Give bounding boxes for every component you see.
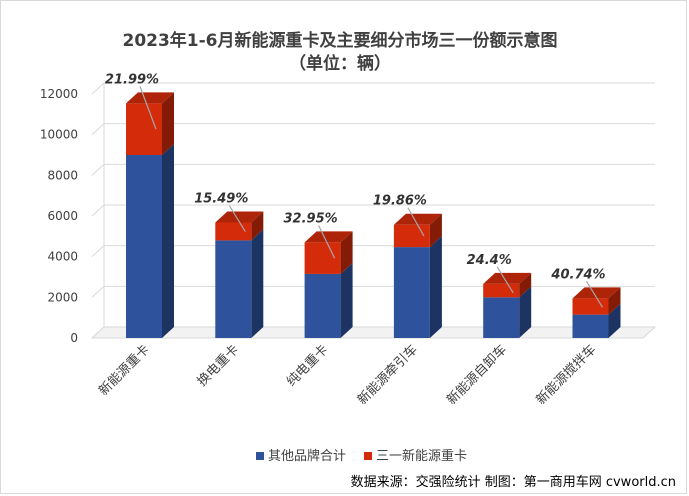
- share-label: 15.49%: [194, 192, 248, 207]
- y-tick-label: 8000: [47, 168, 78, 182]
- chart-title: 2023年1-6月新能源重卡及主要细分市场三一份额示意图: [122, 30, 557, 51]
- bar-sany: [304, 231, 353, 274]
- bar-front: [304, 242, 341, 274]
- bar-side: [251, 211, 264, 241]
- gridline-side: [91, 123, 105, 136]
- bar-top: [483, 272, 532, 284]
- bar-top: [215, 211, 264, 223]
- bar-side: [340, 262, 353, 338]
- bar-other-brands: [393, 236, 442, 338]
- bar-front: [393, 224, 430, 248]
- bar-side: [519, 286, 532, 338]
- gridline-side: [91, 285, 105, 298]
- bar-top: [393, 213, 442, 225]
- chart-subtitle: （单位：辆）: [289, 53, 391, 74]
- bar-top: [572, 287, 621, 299]
- category-label: 新能源自卸车: [444, 342, 510, 408]
- bar-top: [304, 231, 353, 243]
- floor-plane: [90, 326, 657, 339]
- legend-label-other-brands: 其他品牌合计: [268, 448, 346, 464]
- share-label: 32.95%: [284, 211, 338, 226]
- bar-side: [162, 144, 174, 338]
- bar-front: [126, 103, 162, 155]
- source-note: 数据来源：交强险统计 制图：第一商用车网 cvworld.cn: [351, 474, 676, 490]
- bar-top: [126, 92, 174, 104]
- gridline-side: [91, 245, 105, 258]
- legend-label-sany: 三一新能源重卡: [376, 448, 467, 464]
- share-label: 24.4%: [467, 253, 512, 268]
- bar-side: [340, 231, 353, 274]
- bar-front: [215, 240, 252, 338]
- bars: 21.99% 15.49% 32.95% 19.86% 24.4% 40.74%: [105, 72, 621, 338]
- y-tick-label: 4000: [47, 250, 78, 264]
- bar-side: [251, 229, 264, 338]
- category-label: 新能源搅拌车: [533, 342, 599, 408]
- gridline-side: [91, 163, 105, 176]
- bar-side: [519, 272, 532, 298]
- bar-other-brands: [483, 286, 532, 338]
- x-axis: 新能源重卡 换电重卡 纯电重卡 新能源牵引车 新能源自卸车 新能源搅拌车: [96, 342, 600, 408]
- bar-side: [162, 92, 174, 155]
- grid-lines: [91, 82, 655, 339]
- category-label: 纯电重卡: [283, 342, 331, 390]
- bar-front: [215, 222, 252, 241]
- bar-front: [483, 297, 520, 338]
- y-tick-label: 6000: [47, 209, 78, 223]
- y-tick-label: 0: [70, 331, 78, 345]
- chart-floor: [90, 326, 657, 339]
- share-label: 19.86%: [373, 194, 427, 209]
- bar-other-brands: [572, 303, 621, 338]
- bar-other-brands: [126, 144, 174, 338]
- bar-other-brands: [304, 262, 353, 338]
- bar-front: [393, 247, 430, 338]
- share-leader-line: [407, 207, 425, 237]
- share-leader-line: [585, 281, 604, 308]
- bar-front: [483, 283, 520, 298]
- category-label: 新能源重卡: [96, 342, 153, 399]
- y-tick-label: 10000: [40, 128, 78, 142]
- bar-other-brands: [215, 229, 264, 338]
- y-tick-label: 12000: [40, 87, 78, 101]
- gridline-side: [91, 82, 105, 95]
- bar-front: [126, 155, 162, 338]
- legend: 其他品牌合计 三一新能源重卡: [256, 448, 467, 464]
- gridline-side: [91, 204, 105, 217]
- y-axis: 0 2000 4000 6000 8000 10000 12000: [40, 87, 78, 345]
- bar-side: [608, 287, 621, 315]
- bar-front: [304, 273, 341, 338]
- share-leader-line: [139, 86, 157, 130]
- legend-swatch-other-brands: [256, 452, 264, 460]
- bar-side: [429, 236, 442, 338]
- share-label: 21.99%: [105, 72, 159, 87]
- share-leader-line: [228, 205, 246, 232]
- share-leader-line: [318, 225, 336, 259]
- bar-side: [608, 303, 621, 338]
- bar-sany: [126, 92, 174, 155]
- legend-swatch-sany: [364, 452, 372, 460]
- bar-front: [572, 298, 609, 315]
- bar-side: [429, 213, 442, 248]
- y-tick-label: 2000: [47, 290, 78, 304]
- share-leader-line: [496, 266, 514, 294]
- category-label: 换电重卡: [194, 342, 242, 390]
- share-label: 40.74%: [550, 267, 605, 282]
- category-label: 新能源牵引车: [354, 342, 420, 408]
- bar-front: [572, 314, 609, 338]
- bar-sany: [393, 213, 442, 248]
